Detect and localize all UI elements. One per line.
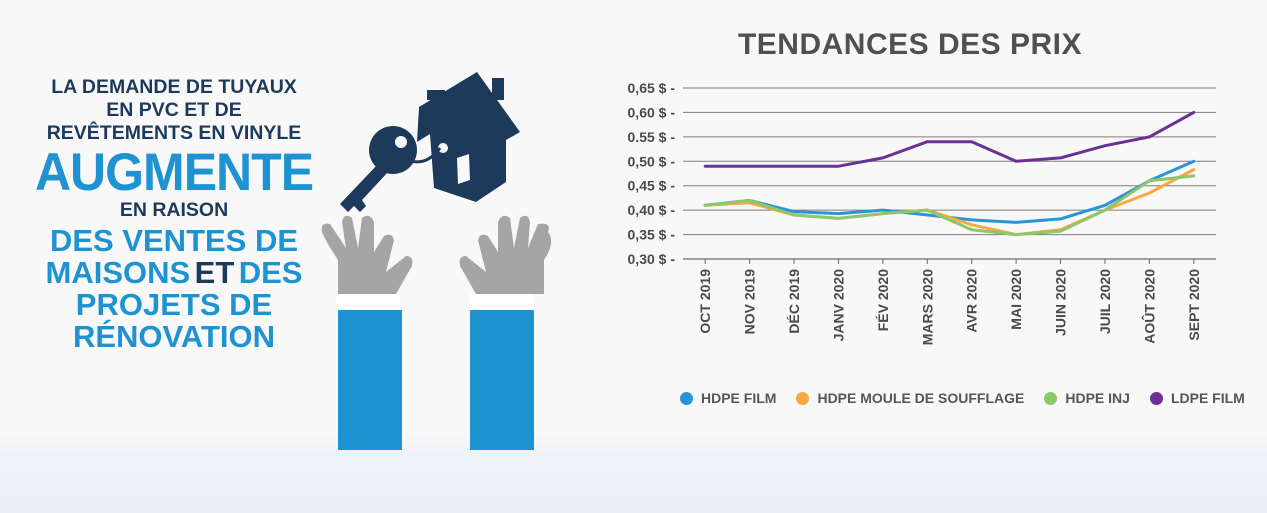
y-tick-label: 0,40 $ - <box>628 202 676 218</box>
y-tick-label: 0,35 $ - <box>628 227 676 243</box>
y-tick-label: 0,30 $ - <box>628 251 676 267</box>
legend-label: HDPE INJ <box>1065 390 1130 406</box>
legend-label: HDPE MOULE DE SOUFFLAGE <box>817 390 1025 406</box>
x-tick-label: FÉV 2020 <box>875 269 891 331</box>
y-tick-label: 0,45 $ - <box>628 178 676 194</box>
right-hand-icon <box>459 215 552 450</box>
headline-line-5a: MAISONS <box>45 254 191 290</box>
x-tick-label: JUIN 2020 <box>1053 269 1069 336</box>
y-tick-label: 0,50 $ - <box>628 153 676 169</box>
headline-line-1: LA DEMANDE DE TUYAUX <box>51 76 297 98</box>
legend-swatch <box>1044 391 1058 405</box>
legend-item: HDPE INJ <box>1044 390 1130 406</box>
hands-key-house-illustration <box>321 72 552 450</box>
y-tick-label: 0.55 $ - <box>628 129 676 145</box>
x-tick-label: DÉC 2019 <box>786 269 802 334</box>
headline-reason: EN RAISON <box>119 199 229 221</box>
legend-label: HDPE FILM <box>701 390 777 406</box>
x-tick-label: JANV 2020 <box>830 269 846 342</box>
headline-big-word: AUGMENTE <box>34 142 314 202</box>
x-tick-label: AOÛT 2020 <box>1140 269 1157 344</box>
legend-label: LDPE FILM <box>1170 390 1245 406</box>
series-line-ldpe-film <box>703 110 1196 168</box>
headline: LA DEMANDE DE TUYAUX EN PVC ET DE REVÊTE… <box>22 76 326 353</box>
legend-item: HDPE FILM <box>680 390 776 406</box>
series-line-hdpe-film <box>703 159 1196 224</box>
y-tick-label: 0,60 $ - <box>628 104 676 120</box>
series-line-hdpe-moule-de-soufflage <box>703 168 1196 237</box>
x-tick-label: MAI 2020 <box>1008 269 1024 330</box>
headline-line-5b: ET <box>194 254 235 290</box>
headline-line-3: REVÊTEMENTS EN VINYLE <box>46 122 302 144</box>
x-tick-label: MARS 2020 <box>919 269 935 345</box>
series-line-hdpe-inj <box>703 174 1196 237</box>
x-tick-label: JUIL 2020 <box>1097 269 1113 334</box>
left-hand-icon <box>321 215 413 450</box>
headline-line-4: DES VENTES DE <box>49 222 299 258</box>
house-keychain-icon <box>417 72 520 202</box>
chart-legend: HDPE FILM HDPE MOULE DE SOUFFLAGE HDPE INJ… <box>680 390 1245 406</box>
headline-line-6: PROJETS DE <box>75 286 273 322</box>
y-tick-label: 0,65 $ - <box>628 80 676 96</box>
chart-title: TENDANCES DES PRIX <box>737 28 1083 61</box>
x-tick-label: NOV 2019 <box>742 269 758 335</box>
headline-line-2: EN PVC ET DE <box>106 99 242 121</box>
price-trend-chart: 0,30 $ - 0,35 $ - 0,40 $ - 0,45 $ - 0,50 $ -… <box>628 80 1216 345</box>
legend-swatch <box>796 391 810 405</box>
x-tick-label: SEPT 2020 <box>1186 269 1202 341</box>
headline-line-7: RÉNOVATION <box>72 318 276 354</box>
legend-swatch <box>1149 391 1163 405</box>
legend-item: LDPE FILM <box>1149 390 1245 406</box>
legend-item: HDPE MOULE DE SOUFFLAGE <box>796 390 1024 406</box>
key-icon <box>340 126 442 212</box>
x-tick-label: OCT 2019 <box>697 269 713 334</box>
headline-line-5c: DES <box>238 254 303 290</box>
legend-swatch <box>680 391 693 405</box>
x-tick-label: AVR 2020 <box>964 269 980 333</box>
